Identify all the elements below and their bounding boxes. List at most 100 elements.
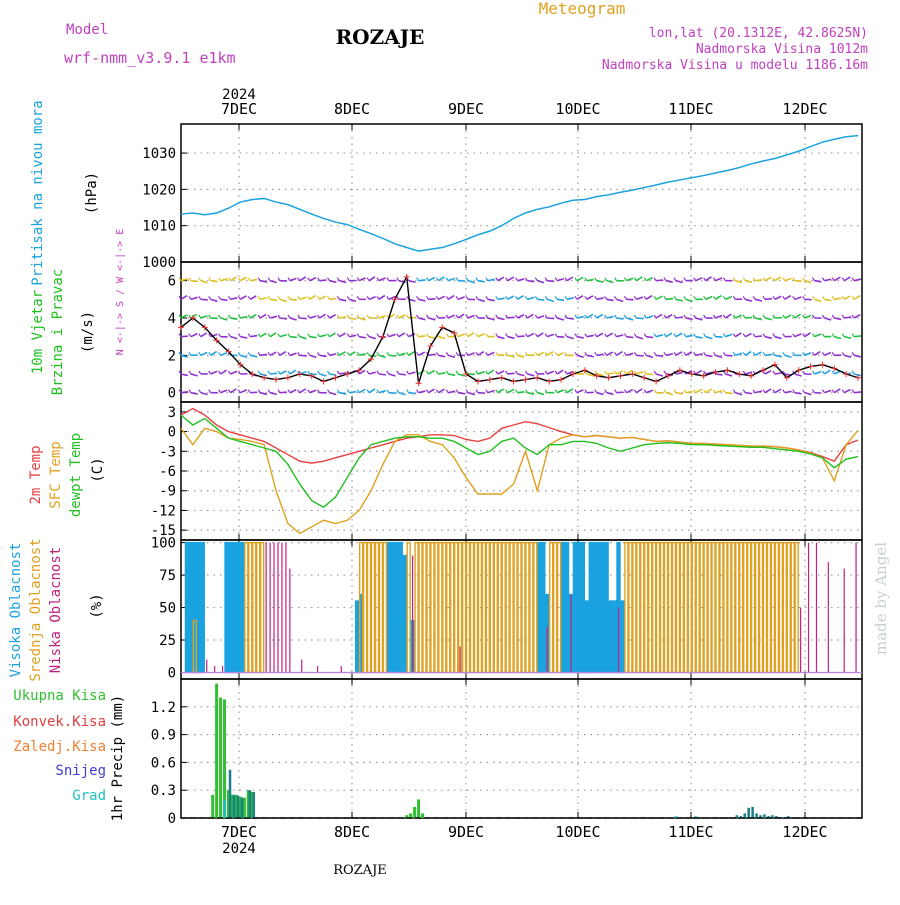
wind-barb — [250, 355, 257, 356]
wind-barb-flag — [832, 278, 834, 281]
wind-barb — [518, 355, 525, 357]
mid-cloud-bar — [510, 543, 513, 673]
precip-legend-4: Grad — [72, 788, 106, 804]
high-cloud-bar — [391, 543, 394, 673]
high-cloud-bar — [387, 543, 390, 673]
wind-barb-flag — [278, 371, 280, 374]
wind-barb-flag — [516, 390, 518, 393]
mid-cloud-bar — [625, 543, 628, 673]
wind-barb — [240, 277, 246, 280]
wind-barb — [409, 393, 416, 394]
wind-barb — [518, 336, 525, 337]
wind-barb — [636, 318, 643, 319]
wind-barb — [676, 333, 682, 336]
day-label-bottom-0: 7DEC — [221, 823, 257, 841]
temp-2m-line — [181, 409, 858, 464]
wind-barb-flag — [575, 352, 577, 355]
wind-barb-flag — [209, 371, 211, 374]
precip-legend-3: Snijeg — [55, 763, 106, 779]
wind-barb — [834, 277, 840, 281]
wind-barb-flag — [436, 352, 438, 355]
wind-barb — [567, 337, 574, 339]
wind-barb-flag — [793, 296, 795, 299]
mid-cloud-bar — [526, 543, 529, 673]
wind-barb-flag — [624, 371, 626, 374]
high-cloud-bar — [566, 543, 569, 673]
mid-cloud-bar — [249, 543, 252, 673]
wind-barb-flag — [595, 352, 597, 355]
wind-barb-flag — [634, 352, 636, 355]
wind-barb — [349, 318, 356, 319]
wind-barb-flag — [436, 315, 438, 318]
wind-barb — [498, 337, 505, 339]
wind-barb — [854, 355, 861, 357]
wind-barb — [349, 392, 356, 393]
mid-cloud-bar — [641, 543, 644, 673]
wind-barb-flag — [535, 334, 537, 337]
wind-barb — [230, 371, 236, 374]
wind-barb-flag — [803, 334, 805, 337]
wind-barb-flag — [476, 352, 478, 355]
wind-barb-flag — [575, 390, 577, 393]
wind-barb-flag — [704, 390, 706, 393]
wind-barb-flag — [624, 296, 626, 299]
wind-barb-flag — [387, 278, 389, 281]
wind-barb-flag — [763, 352, 765, 355]
wind-barb-flag — [397, 315, 399, 318]
mid-cloud-bar — [383, 543, 386, 673]
wind-barb — [775, 296, 781, 299]
wind-barb-flag — [723, 334, 725, 337]
mid-cloud-bar — [767, 543, 770, 673]
high-cloud-bar — [241, 543, 244, 673]
precipitation-panel — [181, 679, 862, 818]
wind-barb — [409, 372, 416, 374]
wind-barb-flag — [644, 315, 646, 318]
wind-barb-flag — [674, 278, 676, 281]
wind-barb — [577, 317, 584, 318]
wind-barb — [636, 389, 642, 393]
snow-bar — [747, 808, 750, 818]
wind-barb — [795, 297, 802, 299]
wind-barb — [676, 299, 683, 301]
wind-barb-flag — [387, 352, 389, 355]
wind-barb-flag — [367, 371, 369, 374]
wind-barb-flag — [516, 278, 518, 281]
wind-barb — [211, 371, 217, 374]
wind-barb-flag — [228, 334, 230, 337]
cloud-ytick-label-3: 75 — [159, 568, 176, 584]
wind-barb — [597, 333, 603, 336]
coordinates: lon,lat (20.1312E, 42.8625N) — [649, 26, 868, 41]
wind-barb-flag — [714, 334, 716, 337]
wind-barb-flag — [743, 278, 745, 281]
wind-barb-flag — [347, 390, 349, 393]
wind-barb-flag — [842, 296, 844, 299]
wind-barb — [547, 299, 554, 301]
mid-cloud-bar — [657, 543, 660, 673]
wind-barb-flag — [565, 371, 567, 374]
wind-barb-flag — [753, 334, 755, 337]
wind-barb — [320, 335, 327, 337]
wind-dir-marker — [344, 371, 350, 377]
cloud-ytick-label-4: 100 — [151, 536, 176, 552]
wind-barb — [686, 335, 693, 336]
wind-barb — [221, 390, 228, 393]
mid-cloud-bar — [554, 543, 557, 673]
wind-barb-flag — [466, 352, 468, 355]
wind-barb — [201, 299, 208, 300]
day-label-top-4: 11DEC — [668, 100, 713, 118]
wind-barb — [527, 297, 534, 299]
wind-barb — [181, 392, 188, 393]
wind-barb-flag — [268, 278, 270, 281]
wind-barb — [735, 333, 741, 337]
wind-barb — [260, 374, 267, 376]
wind-barb-flag — [506, 371, 508, 374]
wind-barb-flag — [516, 296, 518, 299]
mid-cloud-bar — [795, 543, 798, 673]
wind-barb — [597, 281, 604, 282]
wind-barb — [250, 279, 257, 280]
wind-barb — [765, 299, 772, 300]
wind-barb-flag — [773, 334, 775, 337]
mid-cloud-bar — [756, 543, 759, 673]
wind-barb — [310, 278, 316, 281]
wind-barb-flag — [506, 352, 508, 355]
